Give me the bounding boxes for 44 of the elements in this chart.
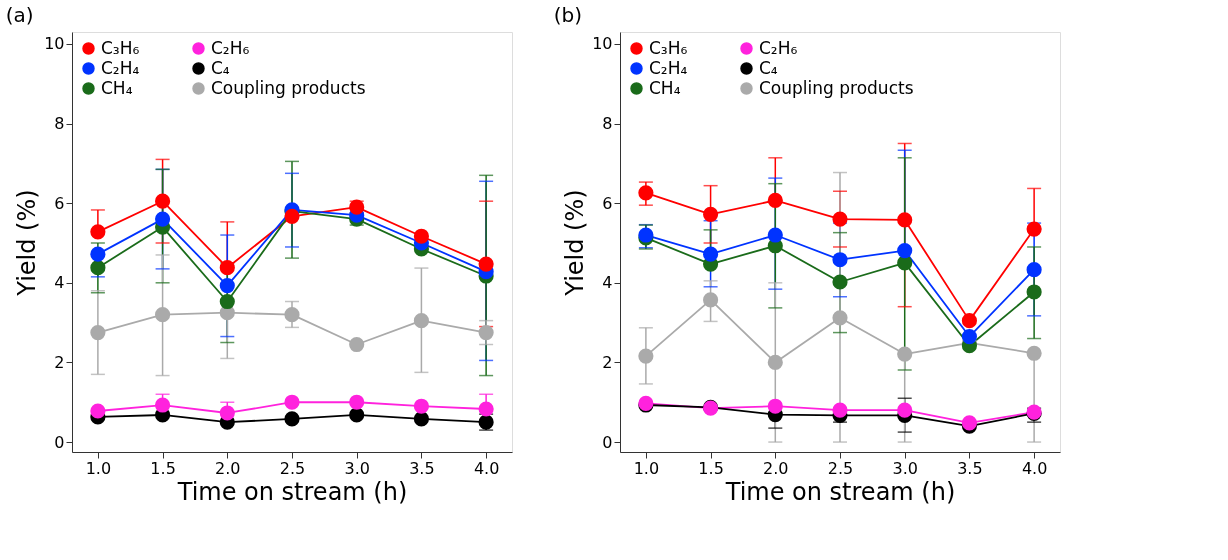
y-tick-label: 0	[602, 432, 613, 452]
legend-label: C₄	[211, 57, 230, 78]
legend-label: Coupling products	[211, 77, 366, 98]
x-tick-label: 2.5	[827, 458, 854, 478]
x-tick-label: 3.0	[892, 458, 918, 478]
chart-title: (a)	[5, 3, 34, 27]
y-tick-label: 4	[602, 273, 613, 293]
legend-label: C₂H₆	[211, 37, 250, 58]
y-tick-label: 10	[44, 34, 65, 54]
x-tick-label: 1.0	[633, 458, 660, 478]
y-tick-label: 0	[54, 432, 65, 452]
y-tick-label: 2	[602, 352, 613, 372]
legend-label: C₄	[759, 57, 778, 78]
legend-label: C₃H₆	[649, 37, 688, 58]
y-axis-title: Yield (%)	[13, 189, 42, 297]
legend-label: CH₄	[649, 77, 681, 98]
legend-label: C₂H₆	[759, 37, 798, 58]
y-axis-title: Yield (%)	[561, 189, 590, 297]
chart-title: (b)	[553, 3, 582, 27]
x-tick-label: 4.0	[473, 458, 500, 478]
x-tick-label: 4.0	[1021, 458, 1048, 478]
y-tick-label: 10	[592, 34, 613, 54]
x-axis-title: Time on stream (h)	[176, 477, 408, 506]
x-tick-label: 1.0	[85, 458, 112, 478]
y-tick-label: 6	[602, 193, 613, 213]
x-tick-label: 2.0	[215, 458, 241, 478]
x-tick-label: 3.5	[409, 458, 435, 478]
x-tick-label: 2.5	[279, 458, 306, 478]
x-tick-label: 3.0	[344, 458, 370, 478]
x-tick-label: 3.5	[957, 458, 983, 478]
legend-label: CH₄	[101, 77, 133, 98]
y-tick-label: 6	[54, 193, 65, 213]
y-tick-label: 8	[54, 114, 65, 134]
legend-label: Coupling products	[759, 77, 914, 98]
y-tick-label: 8	[602, 114, 613, 134]
legend-label: C₂H₄	[649, 57, 688, 78]
legend-label: C₃H₆	[101, 37, 140, 58]
legend-label: C₂H₄	[101, 57, 140, 78]
x-tick-label: 2.0	[763, 458, 789, 478]
x-axis-title: Time on stream (h)	[724, 477, 956, 506]
x-tick-label: 1.5	[698, 458, 724, 478]
y-tick-label: 4	[54, 273, 65, 293]
y-tick-label: 2	[54, 352, 65, 372]
x-tick-label: 1.5	[150, 458, 176, 478]
